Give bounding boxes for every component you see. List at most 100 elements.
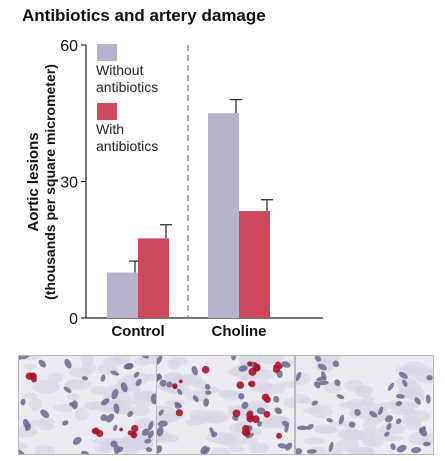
lipid-stain-spot [242, 424, 250, 433]
cytoplasm-shape [344, 379, 364, 392]
cell-nucleus [241, 401, 249, 409]
cell-nucleus [141, 428, 150, 436]
cytoplasm-shape [248, 442, 270, 454]
cell-nucleus [209, 427, 215, 436]
y-axis-label-line-2: (thousands per square micrometer) [42, 64, 58, 300]
cytoplasm-shape [22, 392, 37, 400]
cell-nucleus [273, 395, 280, 403]
cell-nucleus [191, 365, 198, 376]
lipid-stain-spot [31, 376, 37, 383]
legend-label: antibiotics [96, 79, 158, 95]
cell-nucleus [204, 383, 211, 390]
cell-nucleus [110, 440, 118, 448]
cell-nucleus [158, 409, 164, 416]
cytoplasm-shape [113, 356, 131, 364]
lipid-stain-spot [232, 409, 241, 418]
cell-nucleus [326, 418, 333, 423]
legend-swatch [97, 103, 117, 120]
cell-nucleus [19, 449, 25, 454]
cell-nucleus [192, 395, 199, 403]
cytoplasm-shape [74, 407, 89, 421]
cell-nucleus [314, 381, 321, 389]
cell-nucleus [19, 356, 22, 360]
cell-nucleus [203, 398, 210, 407]
lipid-stain-spot [248, 380, 256, 388]
cytoplasm-shape [406, 370, 423, 378]
cytoplasm-shape [380, 435, 403, 442]
y-tick-label: 30 [60, 175, 78, 192]
cell-nucleus [317, 363, 327, 371]
cell-nucleus [141, 356, 149, 359]
lipid-stain-spot [178, 379, 183, 384]
cytoplasm-shape [115, 391, 132, 404]
cytoplasm-shape [296, 393, 310, 404]
cytoplasm-shape [337, 428, 362, 440]
cell-nucleus [231, 356, 237, 361]
cytoplasm-shape [167, 359, 181, 370]
cell-nucleus [297, 425, 308, 431]
cytoplasm-shape [66, 392, 80, 401]
cytoplasm-shape [302, 407, 325, 414]
cell-nucleus [285, 442, 293, 451]
bar [138, 238, 169, 318]
cell-nucleus [62, 420, 69, 426]
cell-nucleus [384, 431, 390, 437]
axes: 0 30 60 Control Choline [60, 38, 323, 340]
cell-nucleus [317, 380, 329, 386]
cell-nucleus [277, 443, 288, 449]
cell-nucleus [100, 414, 108, 422]
cytoplasm-shape [164, 372, 183, 384]
bar [208, 113, 239, 318]
bar [239, 211, 270, 318]
cytoplasm-shape [23, 363, 37, 370]
control-micrograph [18, 355, 157, 455]
cytoplasm-shape [257, 383, 286, 395]
lipid-stain-spot [251, 415, 260, 424]
cell-nucleus [281, 361, 291, 368]
lipid-stain-spot [261, 393, 270, 402]
cell-nucleus [284, 423, 289, 433]
cytoplasm-shape [65, 379, 84, 389]
legend-label: With [96, 121, 124, 137]
lipid-stain-spot [172, 383, 178, 389]
cytoplasm-shape [369, 428, 385, 440]
cell-nucleus [395, 401, 403, 407]
cytoplasm-shape [205, 413, 219, 422]
cell-nucleus [385, 415, 393, 423]
cytoplasm-shape [219, 437, 246, 447]
cell-nucleus [332, 360, 340, 368]
x-tick-label: Choline [212, 323, 267, 340]
cell-nucleus [369, 410, 378, 418]
cell-nucleus [157, 356, 163, 365]
cytoplasm-shape [373, 407, 390, 421]
cell-nucleus [145, 447, 153, 452]
cell-nucleus [426, 375, 433, 381]
cell-nucleus [256, 420, 263, 427]
cell-nucleus [386, 423, 392, 431]
cytoplasm-shape [304, 437, 325, 445]
legend-label: Without [96, 62, 144, 78]
cytoplasm-shape [184, 419, 205, 426]
cell-nucleus [24, 423, 32, 432]
cytoplasm-shape [221, 390, 243, 401]
cell-nucleus [100, 374, 106, 382]
cell-nucleus [338, 414, 345, 425]
cell-nucleus [256, 407, 266, 415]
cytoplasm-shape [19, 425, 38, 438]
cell-nucleus [354, 408, 361, 416]
cell-nucleus [238, 393, 245, 400]
cytoplasm-shape [210, 447, 231, 454]
y-tick-label: 0 [69, 311, 78, 328]
cell-nucleus [387, 382, 395, 391]
cell-nucleus [390, 443, 396, 451]
cell-nucleus [157, 426, 164, 437]
lipid-stain-spot [263, 410, 271, 418]
y-axis-label-line-1: Aortic lesions [25, 132, 42, 231]
cell-nucleus [80, 450, 89, 454]
cell-nucleus [72, 436, 82, 445]
lipid-stain-spot [247, 361, 253, 367]
cell-nucleus [63, 386, 72, 394]
cell-nucleus [420, 426, 426, 433]
cytoplasm-shape [53, 404, 76, 413]
